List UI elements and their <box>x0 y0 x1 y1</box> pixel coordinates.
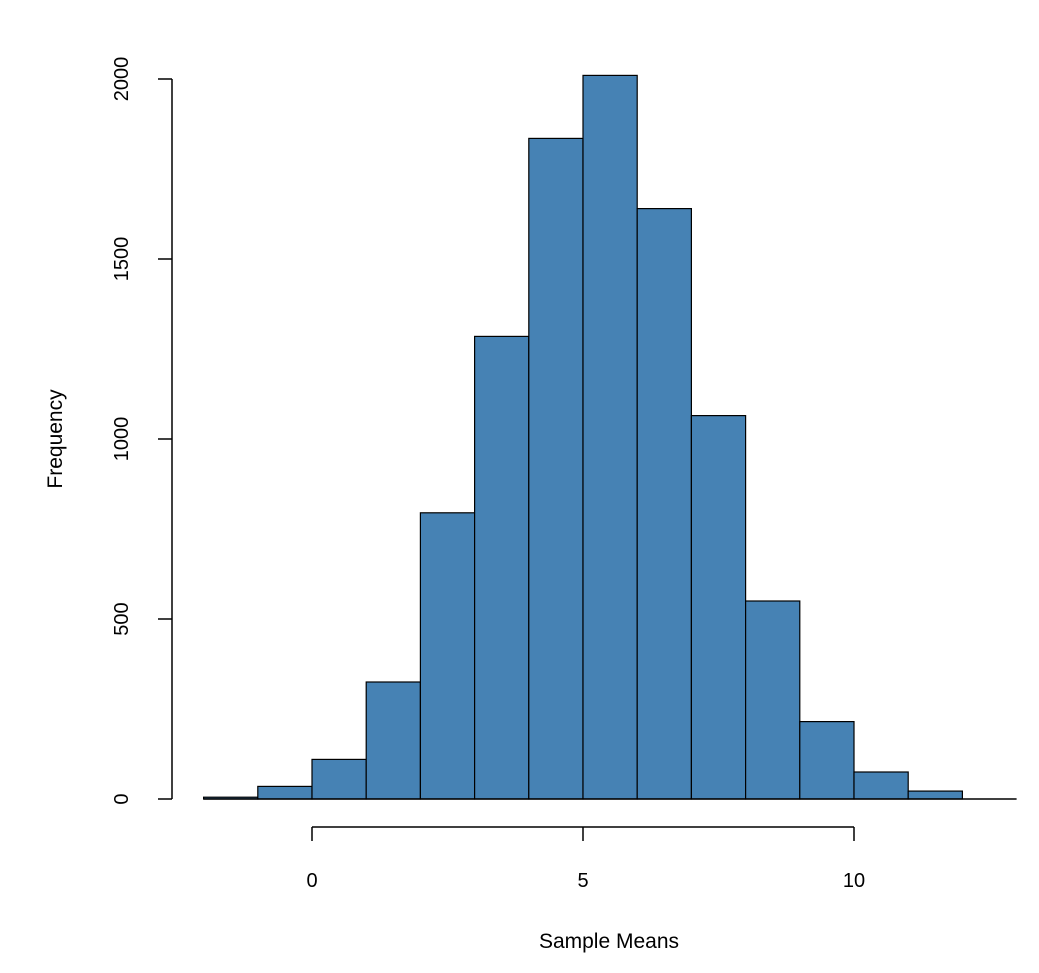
x-axis: 0 5 10 <box>306 826 865 892</box>
x-tick-label: 0 <box>306 870 317 892</box>
y-axis-title: Frequency <box>44 389 67 489</box>
histogram-bar <box>690 415 747 800</box>
histogram-bar <box>365 681 422 800</box>
histogram-bar <box>744 600 801 800</box>
x-axis-title: Sample Means <box>539 930 679 953</box>
y-axis: 0 500 1000 1500 2000 <box>111 57 173 805</box>
y-tick-label: 500 <box>111 602 133 635</box>
y-tick-label: 1500 <box>111 237 133 282</box>
histogram-bar <box>907 790 964 800</box>
histogram-bar <box>311 758 367 800</box>
histogram-bar <box>257 785 313 800</box>
histogram-bar <box>582 74 638 800</box>
histogram-bar <box>636 208 693 800</box>
x-tick-label: 5 <box>577 870 588 892</box>
histogram-bar <box>799 720 855 800</box>
histogram-bar <box>474 335 530 800</box>
x-tick-label: 10 <box>843 870 865 892</box>
histogram-bar <box>853 771 909 800</box>
y-tick-label: 1000 <box>111 417 133 462</box>
y-tick-label: 0 <box>111 793 133 804</box>
bars <box>203 74 964 800</box>
histogram-bar <box>528 137 584 800</box>
histogram-bar <box>419 512 476 800</box>
y-tick-label: 2000 <box>111 57 133 102</box>
